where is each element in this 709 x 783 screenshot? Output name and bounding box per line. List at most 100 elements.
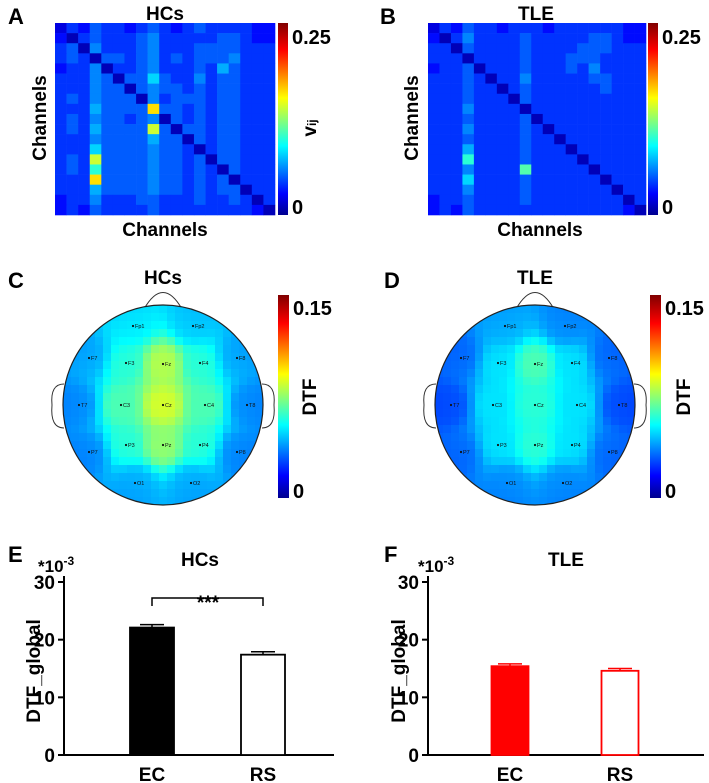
topomap-cell	[451, 433, 460, 442]
topomap-cell	[255, 353, 263, 362]
topomap-cell	[111, 321, 120, 330]
topomap-cell	[207, 401, 216, 410]
topomap-cell	[491, 369, 500, 378]
heatmap-cell	[428, 154, 440, 165]
topomap-cell	[143, 345, 152, 354]
heatmap-cell	[611, 33, 624, 44]
heatmap-cell	[565, 164, 578, 175]
heatmap-cell	[496, 83, 509, 95]
heatmap-cell	[193, 124, 206, 135]
topomap-cell	[191, 329, 200, 338]
electrode-label-o2: O2	[565, 481, 572, 487]
topomap-cell	[483, 433, 492, 442]
topomap-cell	[451, 457, 460, 466]
panel-letter-c: C	[8, 268, 24, 293]
electrode-label-p7: P7	[463, 450, 470, 456]
heatmap-cell	[205, 194, 218, 206]
heatmap-cell	[124, 144, 137, 155]
heatmap-cell	[600, 124, 612, 135]
topomap-cell	[611, 433, 620, 442]
heatmap-cell	[496, 23, 509, 34]
topomap-cell	[611, 409, 620, 418]
topomap-cell	[571, 401, 580, 410]
topomap-cell	[199, 369, 208, 378]
heatmap-cell	[542, 103, 555, 115]
heatmap-cell	[89, 23, 102, 34]
topomap-cell	[523, 417, 532, 426]
topomap-cell	[199, 473, 208, 482]
topomap-cell	[95, 433, 104, 442]
topomap-cell	[87, 441, 96, 450]
topomap-cell	[523, 425, 532, 434]
topomap-cell	[539, 377, 548, 386]
heatmap-cell	[240, 124, 253, 135]
heatmap-cell	[240, 194, 253, 206]
topomap-cell	[571, 393, 580, 402]
heatmap-cell	[634, 113, 647, 125]
heatmap-cell	[251, 174, 264, 185]
topomap-cell	[547, 361, 556, 370]
topomap-cell	[135, 497, 144, 505]
electrode-dot	[198, 361, 202, 365]
heatmap-cell	[634, 154, 647, 165]
topomap-cell	[499, 481, 508, 490]
topomap-cell	[579, 457, 588, 466]
heatmap-cell	[462, 174, 475, 185]
heatmap-cell	[428, 144, 440, 155]
heatmap-cell	[228, 124, 241, 135]
heatmap-b-xlabel: Channels	[497, 220, 583, 241]
heatmap-cell	[450, 164, 463, 175]
heatmap-cell	[485, 83, 498, 95]
heatmap-cell	[450, 73, 463, 84]
heatmap-cell	[531, 103, 544, 115]
heatmap-cell	[554, 124, 566, 135]
heatmap-cell	[634, 23, 647, 34]
topomap-cell	[135, 321, 144, 330]
topomap-cell	[459, 377, 468, 386]
topomap-cell	[191, 457, 200, 466]
topomap-cell	[563, 329, 572, 338]
topomap-cell	[451, 425, 460, 434]
heatmap-cell	[251, 113, 264, 125]
topomap-cell	[627, 393, 635, 402]
topomap-cell	[435, 425, 444, 434]
topomap-cell	[563, 457, 572, 466]
topomap-cell	[507, 337, 516, 346]
topomap-cell	[71, 385, 80, 394]
heatmap-cell	[634, 134, 647, 145]
topomap-cell	[459, 345, 468, 354]
heatmap-cell	[136, 113, 148, 125]
heatmap-cell	[182, 63, 195, 74]
topomap-cell	[87, 329, 96, 338]
topomap-cell	[207, 337, 216, 346]
topomap-cell	[71, 417, 80, 426]
topomap-cell	[459, 449, 468, 458]
topomap-cell	[515, 305, 524, 314]
topomap-cell	[571, 481, 580, 490]
topomap-cell	[239, 425, 248, 434]
topomap-cell	[151, 385, 160, 394]
topomap-cell	[183, 433, 192, 442]
heatmap-cell	[634, 83, 647, 95]
topomap-cell	[531, 449, 540, 458]
topomap-cell	[443, 401, 452, 410]
heatmap-cell	[428, 184, 440, 196]
topomap-cell	[223, 377, 232, 386]
y-tick-label: 30	[34, 573, 55, 594]
panel-a-title: HCs	[146, 4, 184, 25]
topomap-cell	[103, 417, 112, 426]
electrode-label-t7: T7	[81, 403, 87, 409]
topomap-cell	[135, 473, 144, 482]
topomap-cell	[563, 361, 572, 370]
heatmap-cell	[554, 103, 566, 115]
topomap-cell	[71, 377, 80, 386]
topomap-cell	[491, 361, 500, 370]
topomap-cell	[483, 401, 492, 410]
heatmap-cell	[485, 154, 498, 165]
topomap-cell	[191, 369, 200, 378]
heatmap-cell	[611, 73, 624, 84]
topomap-cell	[175, 449, 184, 458]
topomap-cell	[459, 337, 468, 346]
heatmap-cell	[193, 194, 206, 206]
electrode-label-p3: P3	[128, 443, 135, 449]
